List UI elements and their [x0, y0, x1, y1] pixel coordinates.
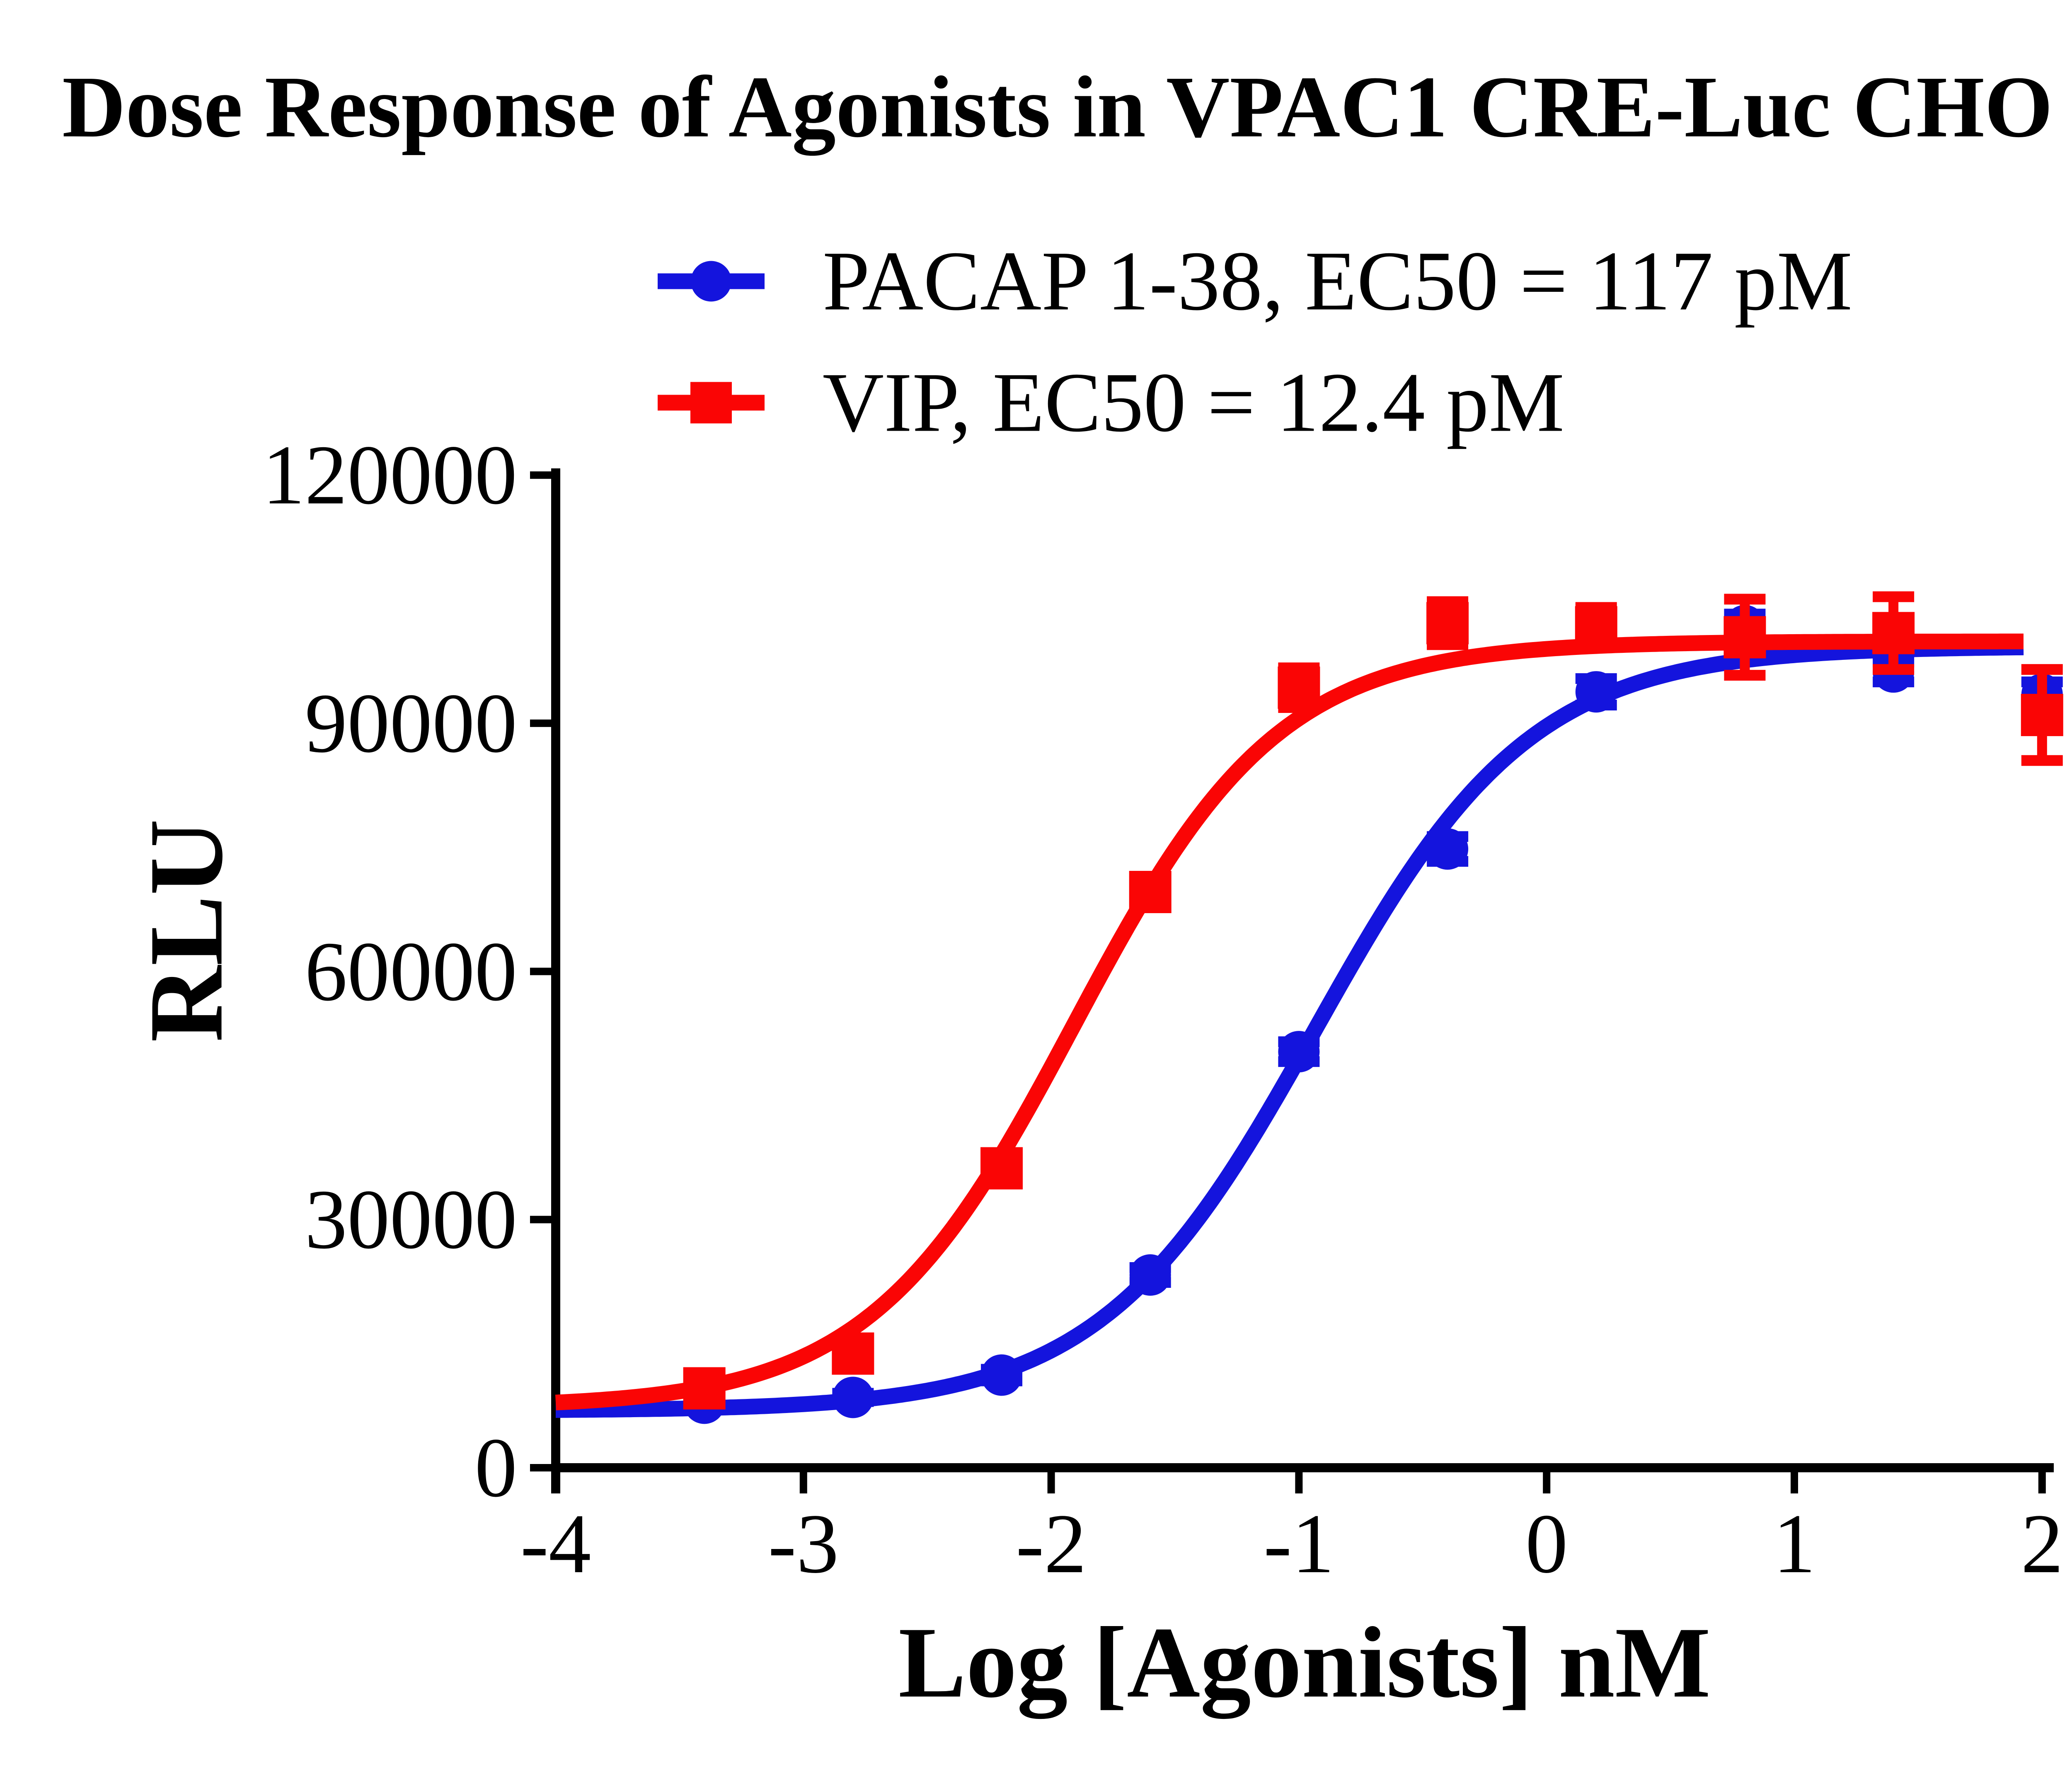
chart-title: Dose Response of Agonists in VPAC1 CRE-L…: [62, 58, 2072, 155]
data-point-vip: [1278, 667, 1320, 709]
data-point-vip: [683, 1367, 726, 1410]
y-tick-label: 120000: [262, 428, 517, 522]
x-tick-label: -2: [1016, 1497, 1087, 1591]
x-axis-title: Log [Agonists] nM: [898, 1606, 1711, 1719]
x-tick-label: 0: [1525, 1497, 1568, 1591]
data-point-vip: [1872, 612, 1915, 654]
y-tick-label: 60000: [305, 924, 518, 1019]
legend-label-pacap: PACAP 1-38, EC50 = 117 pM: [823, 234, 1852, 328]
fit-curve-vip: [552, 633, 2028, 1411]
data-point-vip: [980, 1147, 1023, 1190]
data-point-pacap-1-38: [1575, 671, 1617, 713]
y-tick-label: 0: [474, 1420, 518, 1515]
data-point-vip: [832, 1332, 874, 1375]
legend-dot-blue: [691, 261, 731, 301]
data-point-vip: [1723, 616, 1766, 659]
data-point-pacap-1-38: [1427, 828, 1469, 870]
legend-item-pacap: PACAP 1-38, EC50 = 117 pM: [658, 239, 1852, 324]
y-tick-label: 30000: [305, 1172, 518, 1267]
legend-square-marker-icon: [658, 369, 765, 436]
y-axis-title: RLU: [128, 819, 245, 1042]
data-point-vip: [1575, 606, 1617, 649]
legend-square-red: [690, 382, 732, 423]
legend-circle-marker-icon: [658, 248, 765, 314]
data-point-vip: [1426, 602, 1469, 645]
x-tick-label: 2: [2021, 1497, 2064, 1591]
data-point-pacap-1-38: [1278, 1031, 1320, 1073]
legend-item-vip: VIP, EC50 = 12.4 pM: [658, 360, 1564, 445]
x-tick-label: -1: [1264, 1497, 1334, 1591]
y-tick-label: 90000: [305, 676, 518, 771]
x-tick-label: -3: [768, 1497, 839, 1591]
data-point-vip: [1129, 871, 1172, 914]
x-tick-label: 1: [1773, 1497, 1816, 1591]
legend-label-vip: VIP, EC50 = 12.4 pM: [823, 355, 1564, 450]
x-tick-label: -4: [520, 1497, 591, 1591]
data-point-pacap-1-38: [832, 1377, 874, 1418]
data-point-pacap-1-38: [981, 1354, 1023, 1396]
data-point-pacap-1-38: [1129, 1254, 1171, 1296]
fit-curve-pacap-1-38: [552, 639, 2028, 1418]
data-point-vip: [2021, 693, 2063, 736]
